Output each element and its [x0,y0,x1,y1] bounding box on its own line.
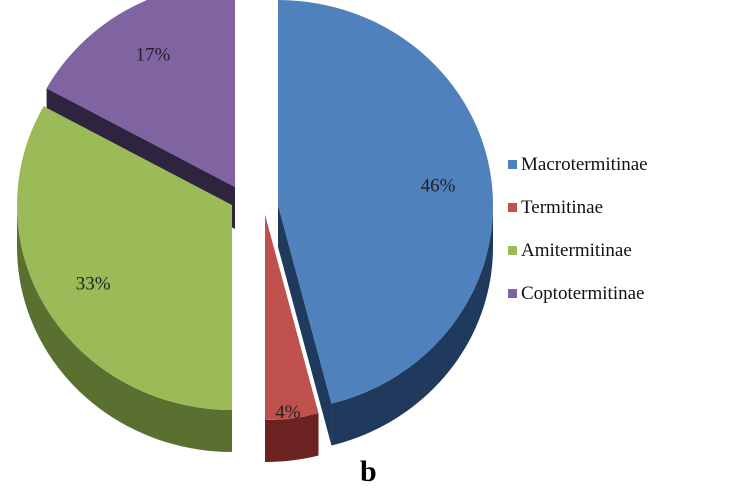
legend-item: Termitinae [508,186,648,229]
legend-label: Coptotermitinae [521,282,645,304]
slice-side [331,205,493,446]
legend-label: Macrotermitinae [521,153,648,175]
legend-item: Amitermitinae [508,229,648,272]
slice-side-face [278,205,332,446]
legend-swatch [508,246,517,255]
pie-slice-macrotermitinae [278,0,493,404]
caption: b [360,455,377,488]
legend-swatch [508,203,517,212]
slice-label: 4% [275,402,301,423]
slice-side [17,205,232,452]
legend: Macrotermitinae Termitinae Amitermitinae Co… [508,143,648,315]
slice-label: 17% [136,45,171,66]
legend-item: Macrotermitinae [508,143,648,186]
pie-slice-termitinae [265,215,319,420]
slice-label: 46% [421,176,456,197]
legend-label: Termitinae [521,196,604,218]
slice-side [265,413,319,462]
legend-swatch [508,289,517,298]
pie-slice-coptotermitinae [46,0,235,187]
pie-slice-amitermitinae [17,106,232,411]
legend-label: Amitermitinae [521,239,632,261]
slice-label: 33% [76,273,111,294]
legend-item: Coptotermitinae [508,272,648,315]
legend-swatch [508,160,517,169]
